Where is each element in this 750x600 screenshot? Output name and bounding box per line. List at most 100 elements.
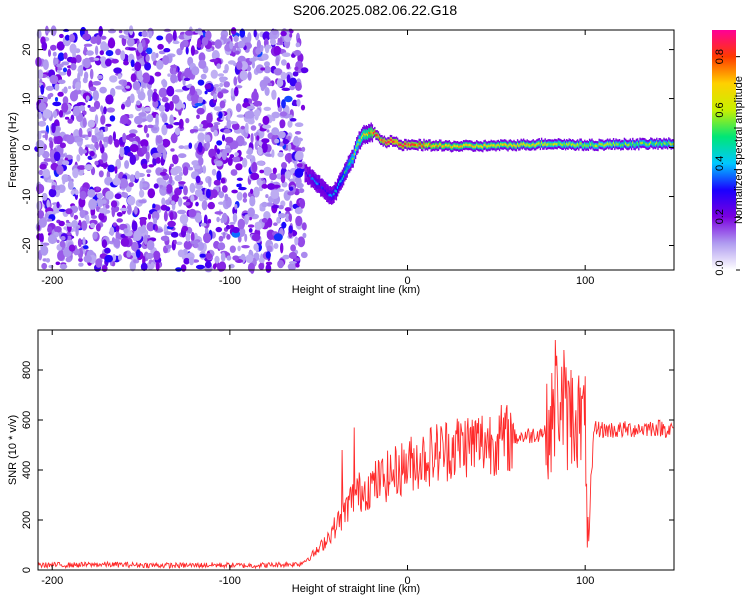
noise-blob <box>114 166 118 174</box>
ridge-core <box>520 142 522 145</box>
noise-blob <box>166 184 173 194</box>
ridge-core <box>668 141 670 144</box>
noise-blob <box>297 236 306 248</box>
ridge-core <box>389 138 392 142</box>
ridge-core <box>545 143 548 147</box>
noise-blob <box>256 39 261 50</box>
noise-blob <box>98 25 103 37</box>
ridge-core <box>350 160 352 163</box>
ridge-core <box>447 144 449 148</box>
ridge-core <box>377 135 380 138</box>
noise-blob <box>247 147 254 155</box>
noise-blob <box>43 158 53 162</box>
ridge-core <box>321 186 323 189</box>
ridge-core <box>324 189 327 193</box>
noise-blob <box>170 133 178 144</box>
noise-blob <box>227 156 233 166</box>
noise-blob <box>66 134 75 145</box>
noise-blob <box>59 142 66 149</box>
noise-blob <box>108 28 116 34</box>
noise-blob <box>146 240 155 251</box>
noise-blob <box>37 210 45 219</box>
ridge-core <box>578 144 580 147</box>
noise-blob <box>280 242 284 254</box>
ridge-core <box>562 143 564 147</box>
noise-blob <box>161 124 168 136</box>
ridge-core <box>598 142 600 145</box>
noise-blob <box>300 251 308 259</box>
ridge-core <box>500 143 502 146</box>
noise-blob <box>118 34 125 39</box>
noise-blob <box>146 173 151 177</box>
noise-blob <box>201 200 208 211</box>
noise-blob <box>183 201 191 206</box>
ridge-core <box>488 144 490 147</box>
noise-blob <box>48 188 57 198</box>
noise-blob <box>216 148 220 155</box>
ridge-core <box>654 143 657 146</box>
ridge-core <box>507 145 509 148</box>
noise-blob <box>60 236 66 241</box>
noise-blob <box>165 206 171 212</box>
noise-blob <box>173 239 177 245</box>
noise-blob <box>236 191 243 201</box>
noise-blob <box>68 244 76 252</box>
noise-blob <box>250 133 254 144</box>
ridge-core <box>495 145 497 148</box>
ridge-core <box>629 142 632 145</box>
noise-blob <box>124 160 130 169</box>
noise-blob <box>182 75 186 86</box>
noise-blob <box>200 222 207 227</box>
ridge-core <box>364 134 366 137</box>
noise-blob <box>198 96 204 104</box>
noise-blob <box>65 208 73 215</box>
ridge-core <box>366 133 369 137</box>
noise-blob <box>125 99 132 108</box>
noise-blob <box>161 113 168 123</box>
noise-blob <box>247 71 252 81</box>
noise-blob <box>166 124 174 129</box>
noise-blob <box>89 150 95 157</box>
noise-blob <box>247 32 252 43</box>
ridge-core <box>348 162 351 165</box>
noise-blob <box>78 127 83 138</box>
ridge-core <box>465 143 467 146</box>
ridge-core <box>341 177 344 180</box>
noise-blob <box>63 52 68 60</box>
noise-blob <box>97 74 103 80</box>
noise-blob <box>59 33 64 39</box>
noise-blob <box>75 225 79 237</box>
noise-blob <box>87 119 96 128</box>
noise-blob <box>275 56 280 66</box>
ridge-core <box>502 143 504 146</box>
noise-blob <box>229 221 236 225</box>
noise-blob <box>82 117 87 128</box>
noise-blob <box>212 263 217 270</box>
noise-blob <box>247 224 255 228</box>
noise-blob <box>153 250 161 261</box>
ridge-core <box>634 144 636 147</box>
ridge-core <box>497 143 500 146</box>
noise-blob <box>93 57 100 61</box>
noise-blob <box>52 101 62 107</box>
noise-blob <box>264 87 270 96</box>
noise-blob <box>99 86 107 94</box>
noise-blob <box>65 219 70 224</box>
noise-blob <box>129 93 135 104</box>
noise-blob <box>61 102 69 113</box>
ridge-core <box>480 145 483 148</box>
ridge-core <box>459 145 461 148</box>
noise-blob <box>100 41 108 52</box>
noise-blob <box>188 142 193 149</box>
noise-blob <box>69 90 79 102</box>
snr-frame <box>37 329 675 571</box>
ridge-core <box>317 182 320 185</box>
noise-blob <box>178 118 184 129</box>
noise-blob <box>274 138 280 144</box>
ridge-core <box>510 144 513 147</box>
ridge-core <box>365 132 368 136</box>
noise-blob <box>237 40 245 49</box>
ridge-core <box>574 144 576 148</box>
noise-blob <box>178 145 185 150</box>
noise-blob <box>289 200 293 209</box>
